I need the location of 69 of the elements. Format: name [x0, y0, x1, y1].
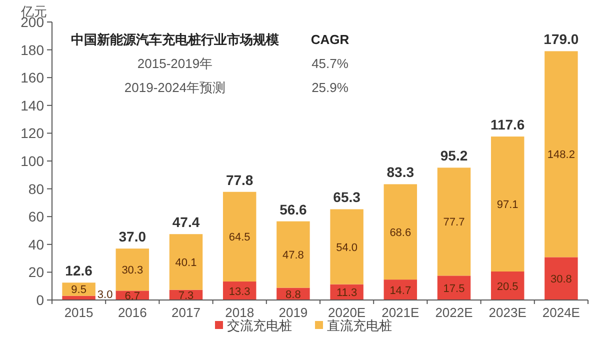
data-label: 9.5	[71, 284, 86, 296]
data-label: 3.0	[97, 289, 113, 301]
x-tick-label: 2016	[118, 305, 147, 320]
annotation: 中国新能源汽车充电桩行业市场规模	[71, 32, 279, 47]
y-tick-label: 20	[28, 264, 44, 280]
bar	[490, 136, 524, 272]
data-label: 40.1	[175, 256, 197, 269]
total-label: 95.2	[440, 148, 468, 164]
legend-label: 直流充电桩	[327, 318, 392, 333]
y-tick-label: 180	[20, 42, 44, 58]
bar	[384, 184, 418, 280]
x-tick-label: 2018	[225, 305, 254, 320]
annotation: 2019-2024年预测	[124, 80, 226, 95]
data-label: 6.7	[124, 290, 140, 302]
total-label: 12.6	[65, 262, 93, 279]
x-tick-label: 2022E	[435, 305, 474, 320]
data-label: 30.8	[550, 274, 572, 286]
data-label: 54.0	[336, 242, 358, 254]
total-label: 83.3	[386, 164, 414, 180]
data-label: 30.3	[122, 264, 144, 277]
data-label: 8.8	[286, 288, 301, 301]
annotation: CAGR	[310, 32, 350, 47]
annotation: 45.7%	[312, 56, 349, 71]
data-label: 47.8	[282, 250, 304, 262]
y-tick-label: 100	[20, 153, 44, 169]
y-tick-label: 140	[20, 97, 44, 114]
x-tick-label: 2021E	[382, 305, 420, 320]
legend-label: 交流充电桩	[227, 318, 292, 333]
data-label: 68.6	[390, 226, 412, 239]
annotation: 2015-2019年	[137, 56, 213, 71]
data-label: 77.7	[443, 216, 465, 229]
bar	[437, 276, 471, 300]
x-tick-label: 2023E	[488, 305, 527, 320]
x-tick-label: 2020E	[328, 305, 366, 320]
y-tick-label: 40	[28, 236, 44, 252]
total-label: 47.4	[172, 214, 200, 230]
bar	[116, 248, 150, 291]
total-label: 77.8	[226, 172, 254, 188]
y-tick-label: 160	[20, 70, 44, 86]
total-label: 37.0	[118, 228, 146, 245]
bar	[276, 221, 310, 288]
y-tick-label: 80	[28, 180, 44, 197]
data-label: 17.5	[443, 282, 465, 295]
bar	[222, 192, 256, 282]
y-tick-label: 0	[36, 292, 44, 308]
y-tick-label: 60	[28, 208, 44, 225]
data-label: 64.5	[228, 232, 250, 244]
x-tick-label: 2019	[278, 305, 308, 320]
bar	[544, 51, 578, 258]
bar	[330, 209, 364, 284]
data-label: 11.3	[336, 287, 358, 300]
data-label: 97.1	[496, 199, 518, 212]
x-tick-label: 2015	[64, 305, 94, 320]
data-label: 14.7	[390, 284, 412, 297]
total-label: 117.6	[490, 116, 525, 133]
total-label: 179.0	[544, 31, 579, 48]
bar	[437, 168, 471, 276]
total-label: 56.6	[280, 201, 308, 218]
data-label: 148.2	[547, 149, 575, 162]
data-label: 7.3	[178, 290, 194, 302]
data-label: 13.3	[228, 286, 250, 298]
data-label: 20.5	[496, 280, 518, 293]
annotation: 25.9%	[312, 80, 349, 95]
bar	[544, 257, 578, 300]
bar	[169, 234, 203, 290]
total-label: 65.3	[333, 189, 361, 206]
y-tick-label: 120	[20, 125, 44, 142]
x-tick-label: 2017	[172, 305, 200, 320]
x-tick-label: 2024E	[542, 305, 580, 320]
